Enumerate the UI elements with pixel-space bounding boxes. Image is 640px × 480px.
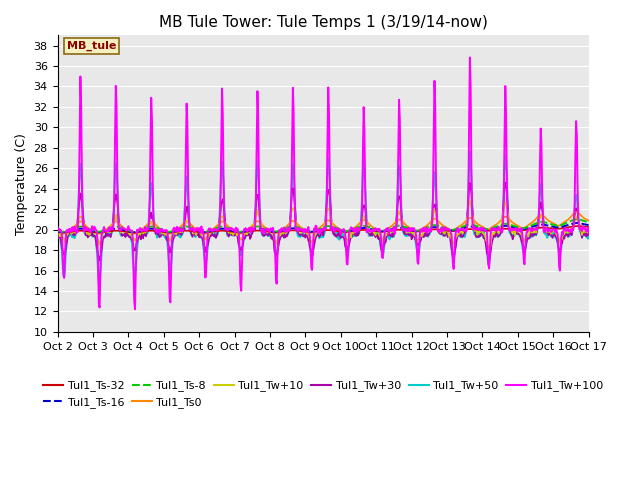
Text: MB_tule: MB_tule (67, 41, 116, 51)
Title: MB Tule Tower: Tule Temps 1 (3/19/14-now): MB Tule Tower: Tule Temps 1 (3/19/14-now… (159, 15, 488, 30)
Y-axis label: Temperature (C): Temperature (C) (15, 132, 28, 235)
Legend: Tul1_Ts-32, Tul1_Ts-16, Tul1_Ts-8, Tul1_Ts0, Tul1_Tw+10, Tul1_Tw+30, Tul1_Tw+50,: Tul1_Ts-32, Tul1_Ts-16, Tul1_Ts-8, Tul1_… (39, 376, 607, 412)
